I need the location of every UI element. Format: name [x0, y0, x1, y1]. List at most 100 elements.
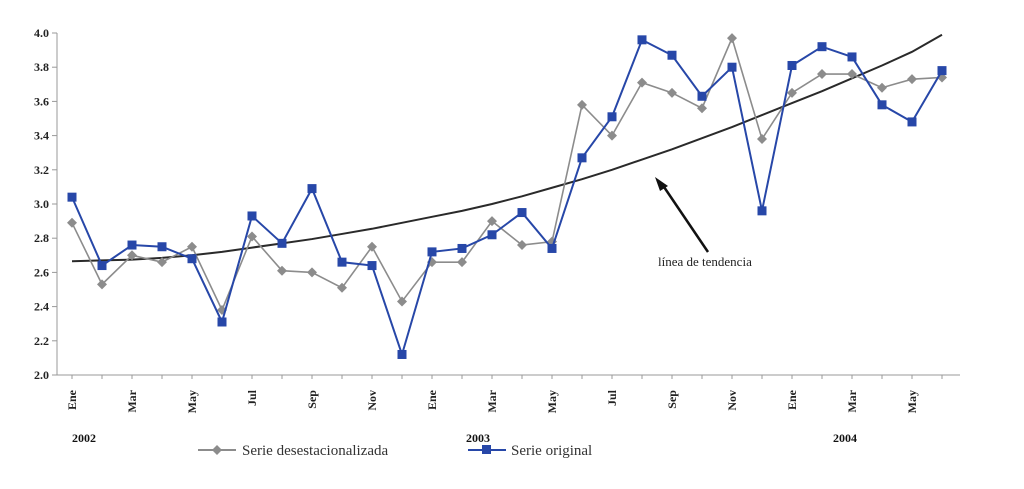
trend-line	[71, 33, 943, 263]
annotation-arrow	[660, 183, 710, 253]
data-point	[607, 130, 617, 141]
data-point	[427, 247, 437, 257]
data-point	[517, 208, 527, 218]
data-point	[277, 238, 287, 248]
annotation: línea de tendencia	[655, 177, 752, 269]
annotation-arrowhead	[655, 177, 668, 191]
data-point	[487, 216, 497, 227]
y-tick-label: 4.0	[34, 26, 49, 40]
data-point	[97, 279, 107, 290]
x-tick-label: May	[545, 390, 559, 413]
x-tick-label: Mar	[845, 389, 859, 412]
legend-marker-original	[482, 445, 491, 454]
data-point	[907, 117, 917, 127]
data-point	[247, 211, 257, 221]
x-tick-label: Ene	[785, 389, 799, 410]
data-point	[157, 257, 167, 268]
trend-polyline	[71, 33, 943, 263]
data-point	[187, 241, 197, 252]
x-tick-label: Jul	[605, 389, 619, 406]
data-point	[337, 282, 347, 293]
data-point	[877, 82, 887, 93]
x-axis-ticks: Ene Mar May Jul Sep Nov Ene Mar May Jul Sep Nov Ene M…	[65, 375, 943, 413]
y-tick-label: 3.2	[34, 163, 49, 177]
x-tick-label: Ene	[425, 389, 439, 410]
axes	[56, 33, 960, 376]
data-point	[937, 66, 947, 76]
data-point	[667, 50, 677, 60]
data-point	[847, 69, 857, 80]
data-point	[577, 153, 587, 163]
data-point	[517, 240, 527, 251]
x-tick-label: Sep	[665, 390, 679, 409]
data-point	[667, 87, 677, 98]
y-tick-label: 2.2	[34, 334, 49, 348]
data-point	[307, 267, 317, 278]
data-point	[817, 42, 827, 52]
x-tick-label: Sep	[305, 390, 319, 409]
data-point	[727, 62, 737, 72]
series-original	[67, 35, 947, 359]
data-point	[637, 35, 647, 45]
series-group	[67, 33, 947, 359]
y-tick-label: 3.8	[34, 60, 49, 74]
y-tick-label: 3.6	[34, 94, 49, 108]
x-tick-label: Mar	[125, 389, 139, 412]
data-point	[157, 242, 167, 252]
data-point	[187, 254, 197, 264]
data-point	[757, 134, 767, 145]
annotation-text: línea de tendencia	[658, 254, 752, 269]
x-tick-label: Mar	[485, 389, 499, 412]
data-point	[607, 112, 617, 122]
y-axis-ticks: 2.0 2.2 2.4 2.6 2.8 3.0 3.2 3.4 3.6 3.8 4.0	[34, 26, 57, 382]
data-point	[337, 257, 347, 267]
y-tick-label: 2.0	[34, 368, 49, 382]
x-tick-label: Nov	[365, 390, 379, 411]
data-point	[97, 261, 107, 271]
data-point	[697, 91, 707, 101]
y-tick-label: 2.4	[34, 300, 49, 314]
x-tick-label: May	[905, 390, 919, 413]
x-tick-label: Ene	[65, 389, 79, 410]
data-point	[877, 100, 887, 110]
x-tick-label: Jul	[245, 389, 259, 406]
legend: Serie desestacionalizada Serie original	[198, 443, 592, 459]
data-point	[247, 231, 257, 242]
data-point	[847, 52, 857, 62]
year-label: 2004	[833, 431, 857, 445]
data-point	[127, 250, 137, 261]
data-point	[367, 261, 377, 271]
series-line	[71, 38, 943, 358]
y-tick-label: 2.8	[34, 231, 49, 245]
y-tick-label: 3.0	[34, 197, 49, 211]
data-point	[727, 33, 737, 44]
data-point	[697, 103, 707, 114]
data-point	[787, 60, 797, 70]
year-label: 2002	[72, 431, 96, 445]
data-point	[397, 349, 407, 359]
y-tick-label: 3.4	[34, 129, 49, 143]
x-tick-label: Nov	[725, 390, 739, 411]
data-point	[817, 69, 827, 80]
series-desestacionalizada	[67, 33, 947, 316]
data-point	[577, 99, 587, 110]
legend-marker-desestacionalizada	[212, 445, 222, 455]
data-point	[217, 317, 227, 327]
data-point	[457, 243, 467, 253]
year-label: 2003	[466, 431, 490, 445]
data-point	[757, 206, 767, 216]
data-point	[787, 87, 797, 98]
data-point	[307, 184, 317, 194]
data-point	[907, 74, 917, 85]
data-point	[547, 243, 557, 253]
legend-label-desestacionalizada: Serie desestacionalizada	[242, 443, 389, 459]
data-point	[67, 192, 77, 202]
data-point	[277, 265, 287, 276]
x-tick-label: May	[185, 390, 199, 413]
data-point	[127, 240, 137, 250]
data-point	[637, 77, 647, 88]
data-point	[397, 296, 407, 307]
legend-label-original: Serie original	[511, 443, 592, 459]
data-point	[67, 217, 77, 228]
